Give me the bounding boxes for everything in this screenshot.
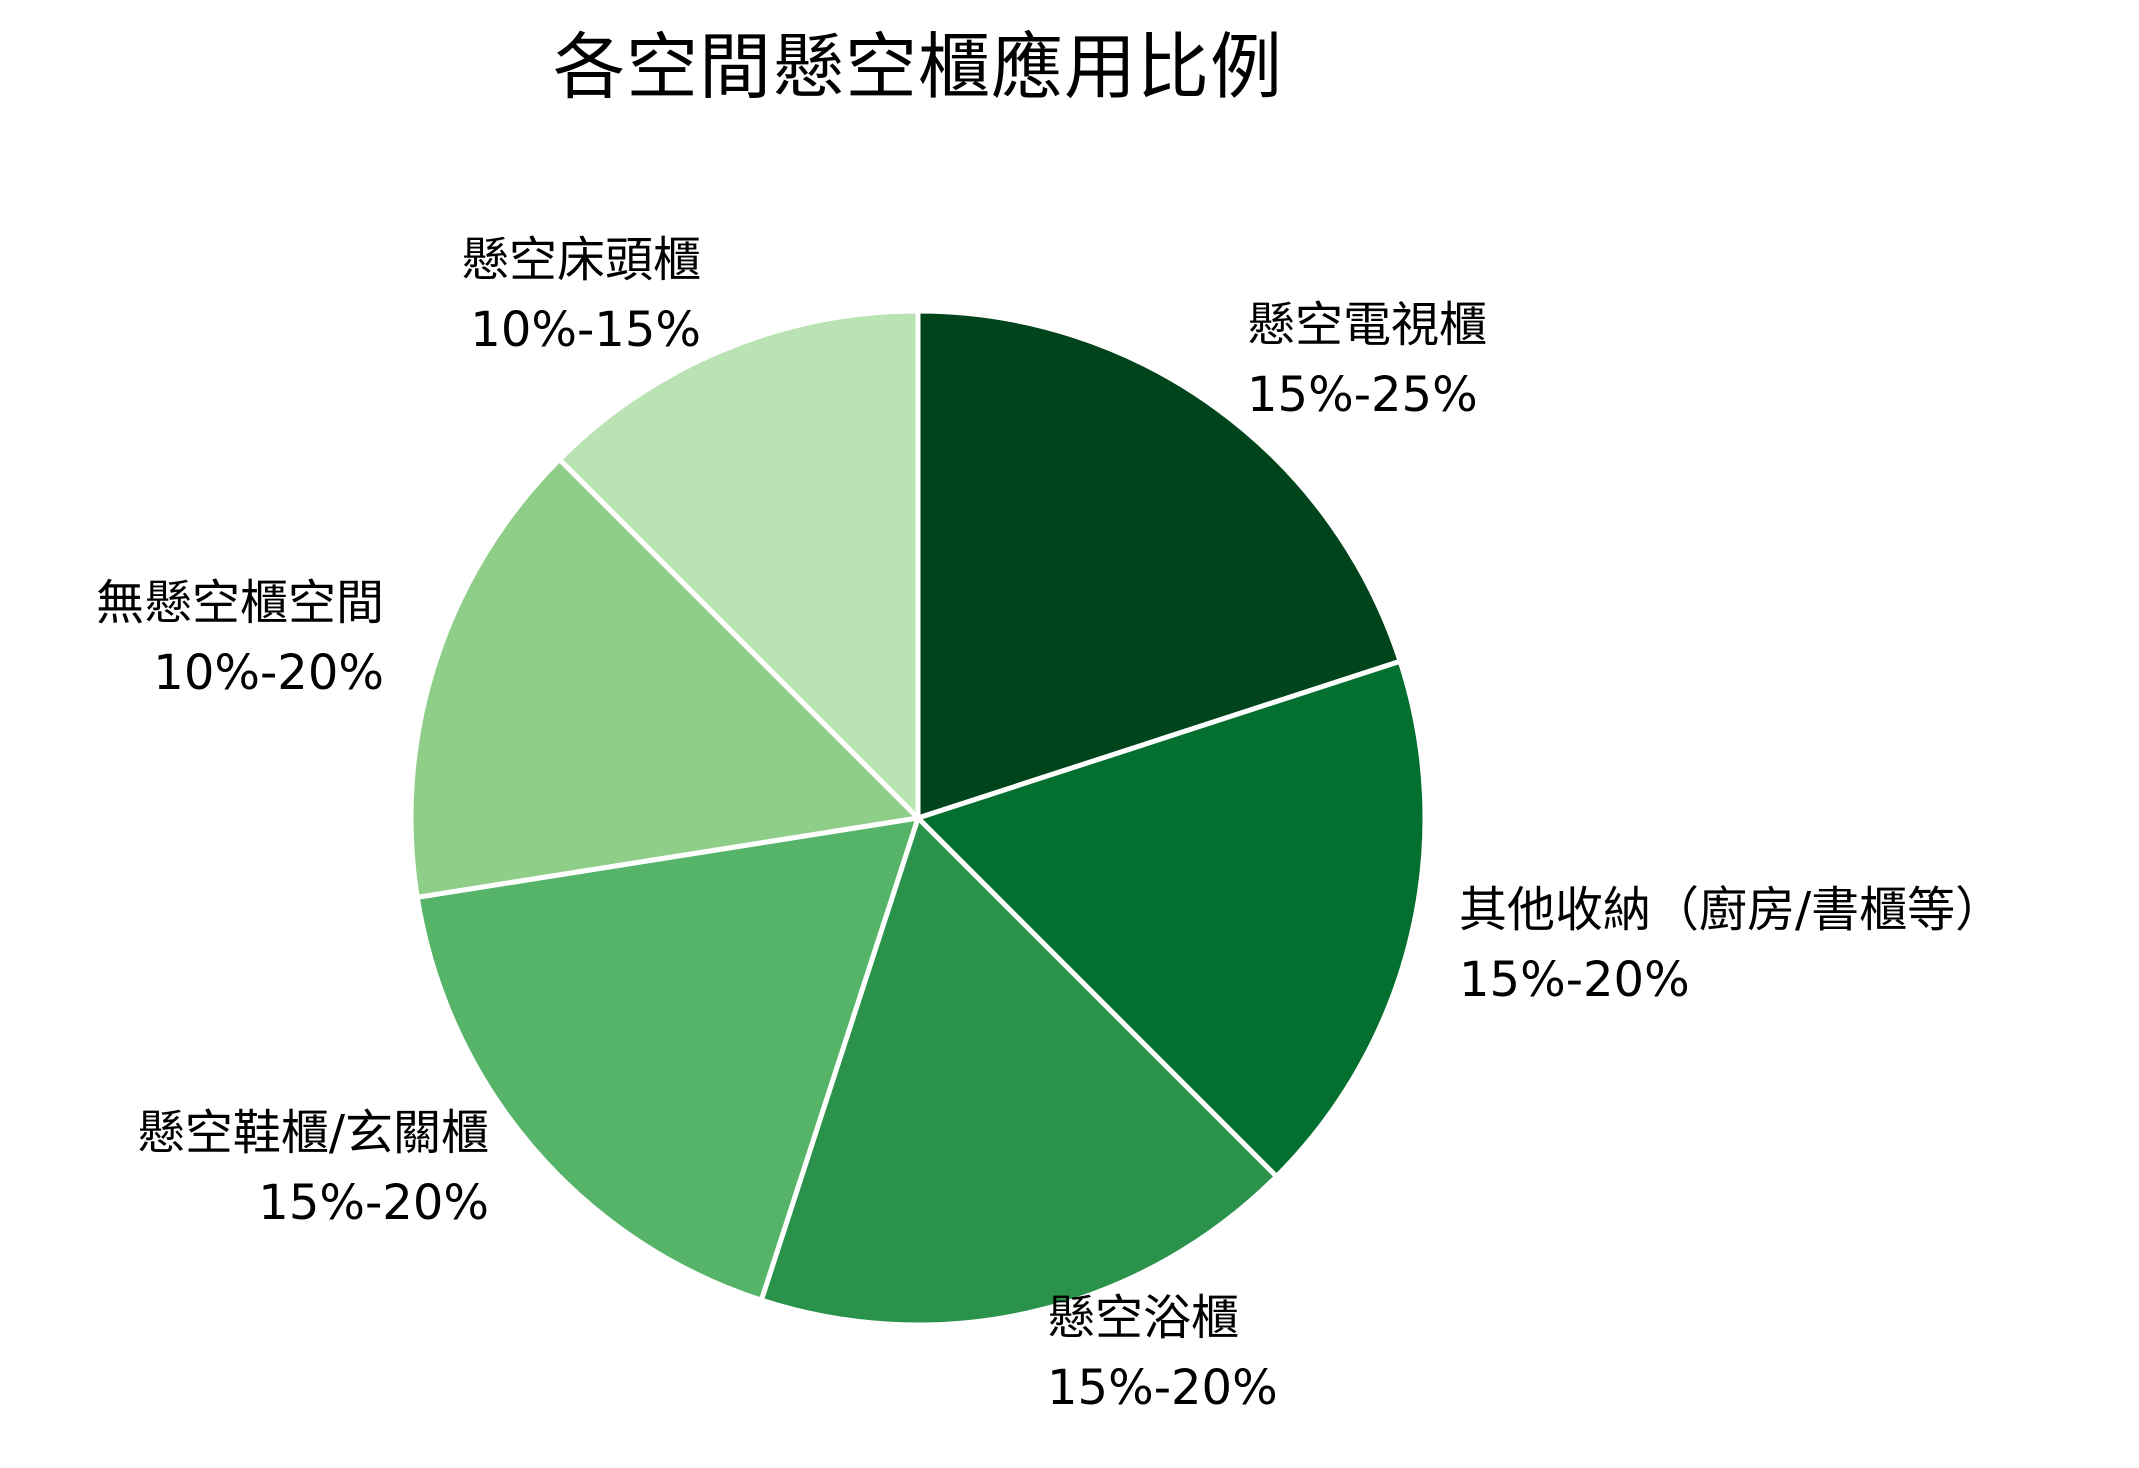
pie-slices <box>408 308 1428 1328</box>
label-other-storage: 其他收納（廚房/書櫃等） 15%-20% <box>1459 875 2003 1015</box>
label-range: 15%-20% <box>1047 1360 1278 1416</box>
label-name: 懸空鞋櫃/玄關櫃 <box>136 1105 489 1161</box>
label-no-floating-cabinet: 無懸空櫃空間 10%-20% <box>96 568 384 708</box>
label-range: 15%-20% <box>1459 952 1690 1008</box>
label-tv-cabinet: 懸空電視櫃 15%-25% <box>1247 290 1487 430</box>
pie-slice <box>408 456 921 900</box>
label-range: 15%-25% <box>1247 367 1478 423</box>
pie-slice <box>414 815 921 1303</box>
label-range: 10%-15% <box>470 302 701 358</box>
label-name: 懸空電視櫃 <box>1247 297 1488 353</box>
label-name: 其他收納（廚房/書櫃等） <box>1459 882 2004 938</box>
pie-slice <box>915 658 1428 1179</box>
pie-slice <box>915 308 1403 821</box>
label-name: 懸空床頭櫃 <box>460 232 701 288</box>
pie-slice <box>556 308 921 821</box>
chart-title: 各空間懸空櫃應用比例 <box>552 25 1283 109</box>
label-name: 無懸空櫃空間 <box>95 575 384 631</box>
label-bedside-cabinet: 懸空床頭櫃 10%-15% <box>461 225 701 365</box>
label-name: 懸空浴櫃 <box>1047 1290 1240 1346</box>
label-range: 10%-20% <box>153 645 384 701</box>
label-bath-cabinet: 懸空浴櫃 15%-20% <box>1047 1283 1278 1423</box>
label-shoe-cabinet: 懸空鞋櫃/玄關櫃 15%-20% <box>137 1098 489 1238</box>
label-range: 15%-20% <box>258 1175 489 1231</box>
pie-slice <box>758 815 1279 1328</box>
